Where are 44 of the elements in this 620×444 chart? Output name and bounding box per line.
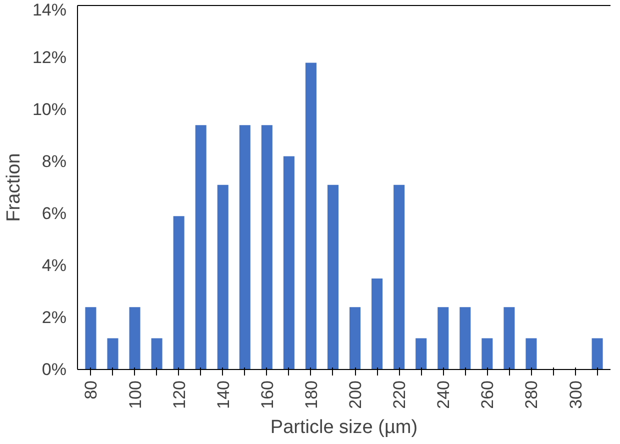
x-tick-label: 160 bbox=[258, 380, 277, 409]
x-tick-label: 220 bbox=[390, 380, 410, 409]
y-tick-label: 6% bbox=[42, 204, 67, 223]
x-tick-label: 140 bbox=[214, 380, 233, 409]
x-tick-label: 300 bbox=[566, 380, 586, 409]
x-tick-label: 120 bbox=[170, 380, 189, 409]
y-tick-label: 8% bbox=[42, 152, 67, 171]
bar bbox=[129, 307, 140, 370]
bar bbox=[107, 338, 118, 370]
bar bbox=[195, 125, 206, 370]
bar bbox=[305, 62, 316, 370]
x-tick-label: 180 bbox=[302, 380, 321, 409]
bar bbox=[482, 338, 493, 370]
bar bbox=[151, 338, 162, 370]
y-tick-label: 0% bbox=[42, 360, 67, 379]
bar bbox=[372, 278, 383, 370]
y-tick-label: 10% bbox=[32, 100, 67, 119]
bar bbox=[239, 125, 250, 370]
y-tick-label: 14% bbox=[32, 0, 67, 20]
bar bbox=[217, 184, 228, 370]
x-axis-title: Particle size (µm) bbox=[270, 416, 418, 438]
bar bbox=[416, 338, 427, 370]
y-tick-label: 4% bbox=[42, 256, 67, 275]
bar bbox=[85, 307, 96, 370]
bar bbox=[460, 307, 471, 370]
x-tick-label: 200 bbox=[346, 380, 366, 409]
x-tick-label: 100 bbox=[126, 380, 145, 409]
x-tick-label: 240 bbox=[434, 380, 454, 409]
bar bbox=[526, 338, 537, 370]
y-tick-label: 12% bbox=[32, 48, 67, 67]
bar bbox=[327, 184, 338, 370]
bar bbox=[592, 338, 603, 370]
bar bbox=[283, 156, 294, 370]
y-axis-title: Fraction bbox=[3, 153, 24, 222]
bar bbox=[261, 125, 272, 370]
bar bbox=[394, 184, 405, 370]
bar bbox=[504, 307, 515, 370]
x-tick-label: 80 bbox=[82, 380, 101, 400]
y-tick-label: 2% bbox=[42, 308, 67, 327]
bar bbox=[350, 307, 361, 370]
x-tick-label: 280 bbox=[522, 380, 542, 409]
bar bbox=[173, 216, 184, 370]
x-tick-label: 260 bbox=[478, 380, 498, 409]
bar bbox=[438, 307, 449, 370]
